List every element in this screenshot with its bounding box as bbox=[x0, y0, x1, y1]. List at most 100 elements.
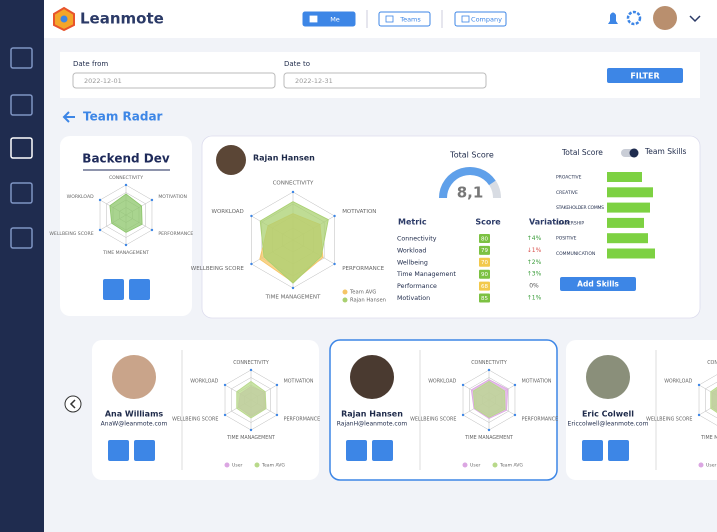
member-name: Ana Williams bbox=[105, 410, 164, 419]
metric-score: 90 bbox=[481, 272, 488, 278]
icon-button[interactable] bbox=[108, 440, 129, 461]
radar-axis-label: CONNECTIVITY bbox=[707, 360, 717, 366]
score-badge bbox=[479, 269, 490, 279]
radar-axis-label: WELLBEING SCORE bbox=[49, 231, 93, 237]
metric-score: 70 bbox=[481, 260, 488, 266]
radar-node bbox=[333, 262, 336, 266]
radar-axis-label: PERFORMANCE bbox=[284, 416, 321, 422]
skill-label: CREATIVE bbox=[556, 190, 578, 196]
radar-node bbox=[513, 413, 517, 417]
skill-label: POSITIVE bbox=[556, 236, 577, 242]
nav-icon[interactable] bbox=[10, 182, 33, 204]
member-email: AnaW@leanmote.com bbox=[101, 421, 168, 428]
radar-axis-label: CONNECTIVITY bbox=[471, 360, 507, 366]
member-name: Rajan Hansen bbox=[253, 154, 315, 163]
sidebar bbox=[0, 0, 44, 532]
radar-axis-label: MOTIVATION bbox=[342, 209, 376, 215]
bell-icon[interactable] bbox=[608, 12, 618, 25]
radar-axis-label: WORKLOAD bbox=[212, 209, 244, 215]
score-badge bbox=[479, 245, 490, 255]
radar-node bbox=[250, 214, 253, 218]
radar-node bbox=[513, 383, 517, 387]
radar-axis-label: TIME MANAGEMENT bbox=[700, 435, 717, 441]
carousel-prev[interactable] bbox=[64, 395, 82, 413]
member-avatar bbox=[586, 355, 630, 399]
radar-axis-label: MOTIVATION bbox=[284, 379, 314, 385]
radar-axis-label: TIME MANAGEMENT bbox=[464, 435, 513, 441]
logo-dot bbox=[60, 15, 68, 23]
legend-swatch bbox=[224, 462, 230, 468]
metric-variation: ↑4% bbox=[527, 235, 542, 242]
radar-axis-label: WELLBEING SCORE bbox=[646, 416, 692, 422]
radar-axis-label: TIME MANAGEMENT bbox=[102, 250, 149, 256]
metric-name: Wellbeing bbox=[397, 259, 428, 266]
table-header: Metric bbox=[398, 218, 427, 227]
metric-score: 80 bbox=[481, 236, 488, 242]
radar-node bbox=[249, 428, 253, 432]
radar-node bbox=[275, 383, 279, 387]
metric-variation: ↑2% bbox=[527, 259, 542, 266]
table-header: Score bbox=[475, 218, 501, 227]
radar-axis-label: WORKLOAD bbox=[428, 379, 456, 385]
skill-bar bbox=[607, 248, 655, 259]
nav-icon[interactable] bbox=[10, 47, 33, 69]
radar-area bbox=[236, 380, 267, 419]
settings-icon[interactable] bbox=[626, 10, 642, 26]
button-label: FILTER bbox=[630, 72, 659, 81]
radar-node bbox=[275, 413, 279, 417]
icon-button[interactable] bbox=[372, 440, 393, 461]
metric-name: Time Management bbox=[396, 271, 456, 278]
team-title: Backend Dev bbox=[82, 152, 170, 166]
score-badge bbox=[479, 293, 490, 303]
date-input[interactable] bbox=[72, 72, 276, 89]
radar-axis-label: TIME MANAGEMENT bbox=[265, 294, 321, 300]
legend-label: Team AVG bbox=[261, 463, 285, 469]
tab[interactable] bbox=[378, 11, 431, 27]
legend-label: Rajan Hansen bbox=[350, 298, 386, 304]
radar-axis-label: WORKLOAD bbox=[67, 194, 94, 200]
icon-button[interactable] bbox=[608, 440, 629, 461]
member-avatar bbox=[112, 355, 156, 399]
skill-label: COMMUNICATION bbox=[556, 251, 595, 257]
metric-name: Motivation bbox=[397, 295, 430, 302]
icon-button[interactable] bbox=[346, 440, 367, 461]
radar-axis-label: MOTIVATION bbox=[158, 194, 187, 200]
radar-node bbox=[697, 413, 701, 417]
icon-button[interactable] bbox=[582, 440, 603, 461]
score-value: 8,1 bbox=[457, 184, 484, 202]
radar-node bbox=[487, 428, 491, 432]
field-label: Date from bbox=[73, 60, 108, 68]
tab-label: Teams bbox=[399, 16, 421, 24]
page-title: Team Radar bbox=[83, 110, 163, 124]
legend-label: Team AVG bbox=[499, 463, 523, 469]
filter-button[interactable] bbox=[607, 68, 683, 83]
metric-name: Connectivity bbox=[397, 236, 437, 243]
nav-icon[interactable] bbox=[10, 94, 33, 116]
radar-node bbox=[98, 228, 102, 232]
radar-area bbox=[710, 386, 717, 414]
icon-button[interactable] bbox=[134, 440, 155, 461]
radar-area bbox=[109, 193, 143, 233]
back-arrow[interactable] bbox=[62, 111, 75, 123]
radar-axis-label: WORKLOAD bbox=[190, 379, 218, 385]
radar-node bbox=[150, 228, 154, 232]
radar-axis-label: WELLBEING SCORE bbox=[191, 266, 245, 272]
user-avatar[interactable] bbox=[653, 6, 677, 30]
radar-axis-label: PERFORMANCE bbox=[342, 266, 384, 272]
nav-icon[interactable] bbox=[10, 227, 33, 249]
icon-button[interactable] bbox=[103, 279, 124, 300]
icon-button[interactable] bbox=[129, 279, 150, 300]
nav-icon[interactable] bbox=[10, 137, 33, 159]
radar-node bbox=[249, 368, 253, 372]
radar-node bbox=[223, 413, 227, 417]
radar-node bbox=[333, 214, 336, 218]
metric-variation: 0% bbox=[529, 283, 539, 290]
date-input[interactable] bbox=[283, 72, 487, 89]
toggle-label: Total Score bbox=[561, 148, 603, 157]
date-value: 2022-12-01 bbox=[84, 77, 122, 85]
tab[interactable] bbox=[454, 11, 507, 27]
tab[interactable] bbox=[302, 11, 356, 27]
radar-node bbox=[150, 198, 154, 202]
add-skills-button[interactable] bbox=[560, 277, 636, 291]
chevron[interactable] bbox=[689, 15, 701, 23]
